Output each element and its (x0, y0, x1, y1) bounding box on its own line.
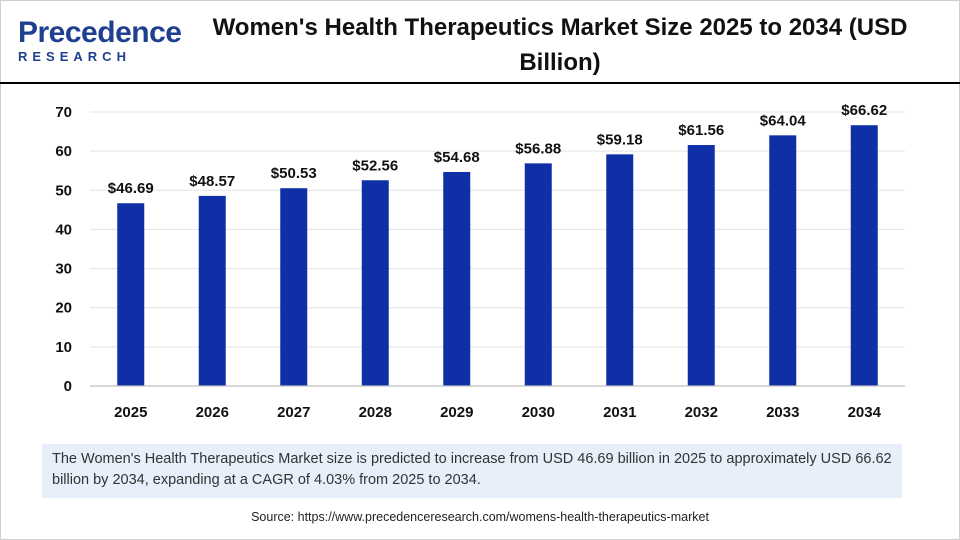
x-tick-label: 2031 (603, 404, 636, 421)
y-tick-label: 60 (55, 143, 72, 160)
x-tick-label: 2027 (277, 404, 310, 421)
bar (850, 125, 878, 386)
y-tick-label: 40 (55, 221, 72, 238)
y-tick-label: 20 (55, 300, 72, 317)
brand-logo: Precedence RESEARCH (18, 16, 182, 66)
source-text: Source: https://www.precedenceresearch.c… (251, 510, 709, 524)
bar (117, 203, 145, 386)
bar (769, 135, 797, 386)
data-label: $59.18 (597, 131, 643, 148)
title-divider (0, 82, 960, 84)
y-tick-label: 10 (55, 339, 72, 356)
data-label: $64.04 (760, 112, 807, 129)
y-tick-label: 50 (55, 182, 72, 199)
data-label: $50.53 (271, 165, 317, 182)
data-label: $54.68 (434, 149, 480, 166)
x-tick-label: 2030 (522, 404, 555, 421)
x-tick-label: 2034 (848, 404, 882, 421)
bar (443, 171, 471, 386)
x-tick-label: 2029 (440, 404, 473, 421)
y-tick-label: 30 (55, 261, 72, 278)
bar-chart: 010203040506070$46.692025$48.572026$50.5… (55, 102, 905, 421)
x-tick-label: 2033 (766, 404, 799, 421)
data-label: $46.69 (108, 180, 154, 197)
summary-box: The Women's Health Therapeutics Market s… (42, 444, 902, 498)
x-tick-label: 2025 (114, 404, 147, 421)
bar (361, 180, 389, 386)
chart-title: Women's Health Therapeutics Market Size … (212, 14, 908, 76)
x-tick-label: 2032 (685, 404, 718, 421)
bar (280, 188, 308, 386)
data-label: $48.57 (189, 173, 235, 190)
brand-subtitle: RESEARCH (18, 49, 131, 64)
brand-name: Precedence (18, 16, 182, 49)
x-tick-label: 2028 (359, 404, 392, 421)
x-tick-label: 2026 (196, 404, 229, 421)
y-tick-label: 0 (64, 378, 72, 395)
y-tick-label: 70 (55, 104, 72, 121)
bar (606, 154, 634, 386)
data-label: $61.56 (678, 122, 724, 139)
bar (524, 163, 552, 386)
data-label: $52.56 (352, 157, 398, 174)
data-label: $56.88 (515, 140, 561, 157)
bar (687, 145, 715, 386)
data-label: $66.62 (841, 102, 887, 119)
bar (198, 195, 226, 386)
